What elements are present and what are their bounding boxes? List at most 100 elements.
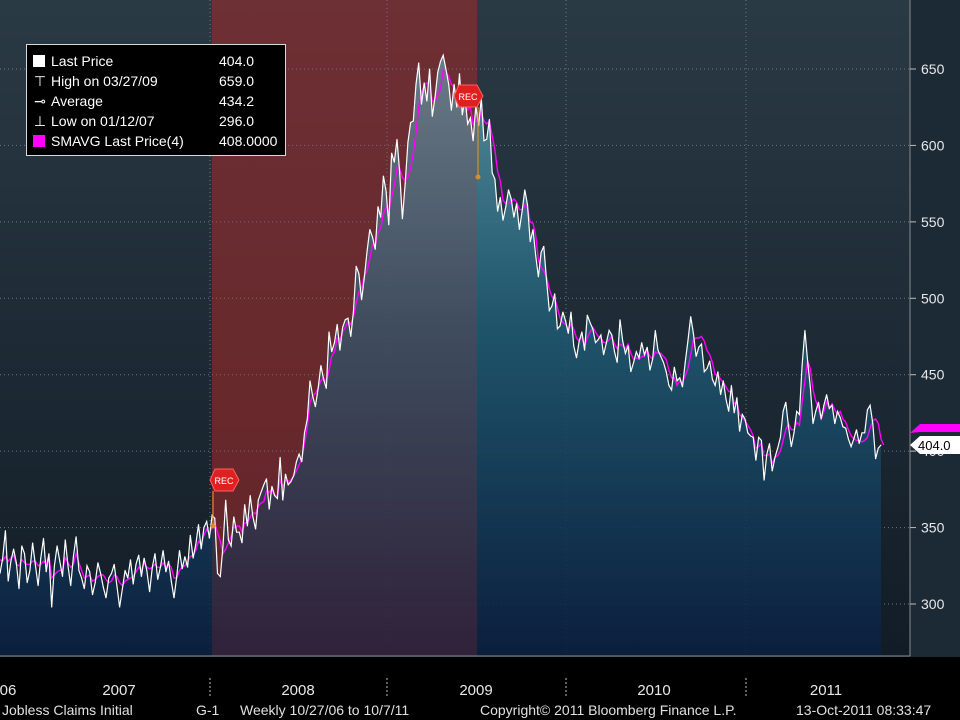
price-point — [274, 494, 276, 497]
price-point — [510, 198, 512, 200]
price-point — [377, 206, 379, 208]
price-point — [556, 328, 559, 330]
price-point — [711, 378, 714, 380]
y-tick-label: 500 — [921, 290, 945, 306]
price-point — [129, 559, 132, 561]
price-point — [81, 577, 83, 579]
legend-label: Average — [51, 93, 103, 109]
price-point — [646, 346, 648, 348]
smavg-tag-bg — [910, 424, 960, 434]
price-point — [488, 118, 490, 120]
price-point — [537, 276, 540, 278]
price-point — [671, 389, 673, 391]
price-point — [782, 410, 784, 412]
price-point — [249, 494, 251, 497]
low-marker-icon: ⊥ — [33, 113, 47, 129]
rec-point — [475, 174, 481, 180]
price-point — [97, 562, 99, 564]
price-point — [265, 478, 268, 480]
legend-value: 408.0000 — [219, 133, 278, 149]
price-point — [790, 446, 792, 448]
price-point — [328, 331, 330, 333]
price-point — [801, 364, 803, 367]
last-value-tag: 404.0 — [910, 424, 960, 455]
price-point — [197, 523, 200, 526]
price-point — [787, 426, 790, 428]
y-tick-label: 350 — [921, 520, 945, 536]
price-point — [774, 456, 776, 458]
price-point — [119, 606, 121, 608]
price-point — [681, 386, 684, 388]
price-point — [847, 438, 850, 440]
price-point — [505, 206, 507, 208]
price-point — [276, 497, 278, 500]
price-point — [426, 100, 428, 102]
price-point — [584, 349, 586, 351]
legend: Last Price 404.0 ⊤ High on 03/27/09 659.… — [26, 44, 286, 156]
price-point — [709, 360, 711, 362]
price-point — [361, 299, 363, 301]
price-point — [439, 60, 442, 63]
price-point — [184, 556, 186, 558]
price-point — [809, 386, 811, 388]
legend-high: ⊤ High on 03/27/09 659.0 — [33, 72, 283, 90]
price-point — [730, 384, 733, 386]
legend-value: 404.0 — [219, 53, 255, 69]
price-point — [317, 387, 319, 390]
price-point — [216, 572, 219, 575]
legend-low: ⊥ Low on 01/12/07 296.0 — [33, 112, 283, 130]
price-point — [200, 548, 202, 550]
price-point — [401, 218, 403, 220]
price-point — [312, 395, 314, 397]
price-point — [230, 545, 232, 547]
price-point — [831, 404, 833, 406]
price-point — [660, 355, 662, 357]
last-value-tag-text: 404.0 — [918, 438, 951, 453]
price-point — [850, 446, 852, 448]
price-point — [339, 349, 341, 351]
price-point — [823, 404, 825, 406]
rec-markers: REC REC — [209, 84, 484, 529]
price-point — [34, 563, 36, 565]
price-point — [673, 366, 675, 368]
price-point — [720, 394, 722, 396]
price-point — [456, 106, 458, 108]
price-point — [189, 534, 191, 536]
footer-code: G-1 — [196, 702, 220, 718]
price-point — [679, 377, 681, 379]
legend-smavg: SMAVG Last Price(4) 408.0000 — [33, 132, 283, 150]
price-point — [725, 398, 727, 400]
price-point — [371, 236, 374, 238]
price-point — [290, 481, 292, 483]
x-tick-label: 2008 — [281, 682, 314, 699]
price-point — [363, 276, 365, 278]
price-point — [331, 351, 333, 353]
price-point — [320, 364, 322, 367]
price-point — [396, 138, 398, 140]
price-point — [301, 461, 303, 463]
price-point — [524, 189, 526, 191]
price-point — [798, 413, 801, 416]
price-point — [820, 418, 822, 420]
price-point — [728, 410, 730, 412]
price-point — [138, 554, 140, 556]
price-point — [78, 569, 80, 572]
x-tick-label: 2007 — [102, 682, 135, 699]
price-point — [766, 453, 768, 455]
price-point — [178, 549, 181, 552]
price-point — [472, 140, 474, 142]
price-point — [13, 548, 15, 550]
price-point — [649, 369, 651, 371]
price-point — [613, 351, 616, 353]
price-point — [110, 572, 113, 575]
price-point — [700, 343, 703, 345]
price-point — [752, 436, 754, 438]
price-point — [124, 569, 126, 572]
price-point — [257, 499, 259, 501]
price-point — [817, 401, 820, 403]
price-point — [785, 401, 787, 403]
price-point — [151, 566, 153, 568]
x-tick-label: 2010 — [637, 682, 670, 699]
legend-label: Last Price — [51, 53, 114, 69]
footer-timestamp: 13-Oct-2011 08:33:47 — [796, 702, 932, 718]
